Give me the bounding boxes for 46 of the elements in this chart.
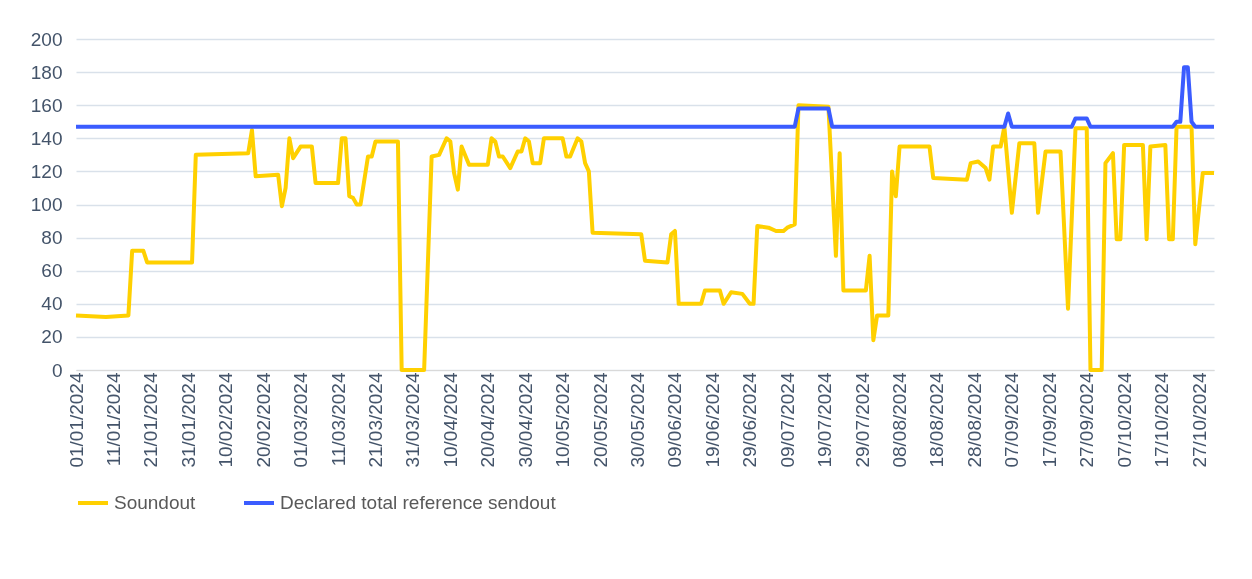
x-tick-label: 08/08/2024 [889,372,911,468]
y-tick-label: 140 [30,127,63,149]
x-tick-label: 11/01/2024 [102,372,124,467]
x-tick-label: 17/09/2024 [1038,372,1060,468]
x-tick-label: 09/07/2024 [776,372,798,468]
y-tick-label: 120 [30,160,63,182]
y-tick-label: 0 [51,359,63,381]
x-tick-label: 30/05/2024 [627,372,649,468]
line-series [74,65,1216,129]
x-tick-label: 31/01/2024 [177,372,199,468]
x-tick-label: 29/06/2024 [739,372,761,468]
y-tick-label: 60 [41,260,63,282]
y-tick-label: 40 [41,293,63,315]
x-tick-label: 31/03/2024 [402,372,424,468]
x-tick-label: 21/03/2024 [364,372,386,468]
y-tick-label: 80 [41,227,63,249]
legend-label: Soundout [114,492,197,513]
x-tick-label: 18/08/2024 [926,372,948,468]
x-tick-label: 21/01/2024 [140,372,162,468]
x-tick-label: 28/08/2024 [963,372,985,468]
x-tick-label: 01/03/2024 [290,372,312,468]
x-tick-label: 29/07/2024 [851,372,873,468]
x-tick-label: 27/09/2024 [1076,372,1098,468]
y-tick-label: 20 [41,326,63,348]
x-tick-label: 20/04/2024 [477,372,499,468]
x-tick-label: 27/10/2024 [1188,372,1210,468]
x-tick-label: 19/06/2024 [701,372,723,468]
x-tick-label: 09/06/2024 [664,372,686,468]
x-tick-label: 07/09/2024 [1001,372,1023,468]
line-series [74,103,1216,372]
x-tick-label: 30/04/2024 [514,372,536,468]
x-tick-label: 07/10/2024 [1113,372,1135,468]
x-tick-label: 10/02/2024 [215,372,237,468]
x-tick-label: 10/05/2024 [552,372,574,468]
x-tick-label: 19/07/2024 [814,372,836,468]
y-tick-label: 160 [30,94,63,116]
legend-label: Declared total reference sendout [280,492,557,513]
x-tick-label: 10/04/2024 [439,372,461,468]
y-tick-label: 200 [30,28,63,50]
x-tick-label: 17/10/2024 [1151,372,1173,468]
x-tick-label: 20/05/2024 [589,372,611,468]
x-tick-label: 20/02/2024 [252,372,274,468]
y-tick-label: 100 [30,194,63,215]
y-tick-label: 180 [30,61,63,83]
x-tick-label: 01/01/2024 [65,372,87,468]
x-tick-label: 11/03/2024 [327,372,349,467]
